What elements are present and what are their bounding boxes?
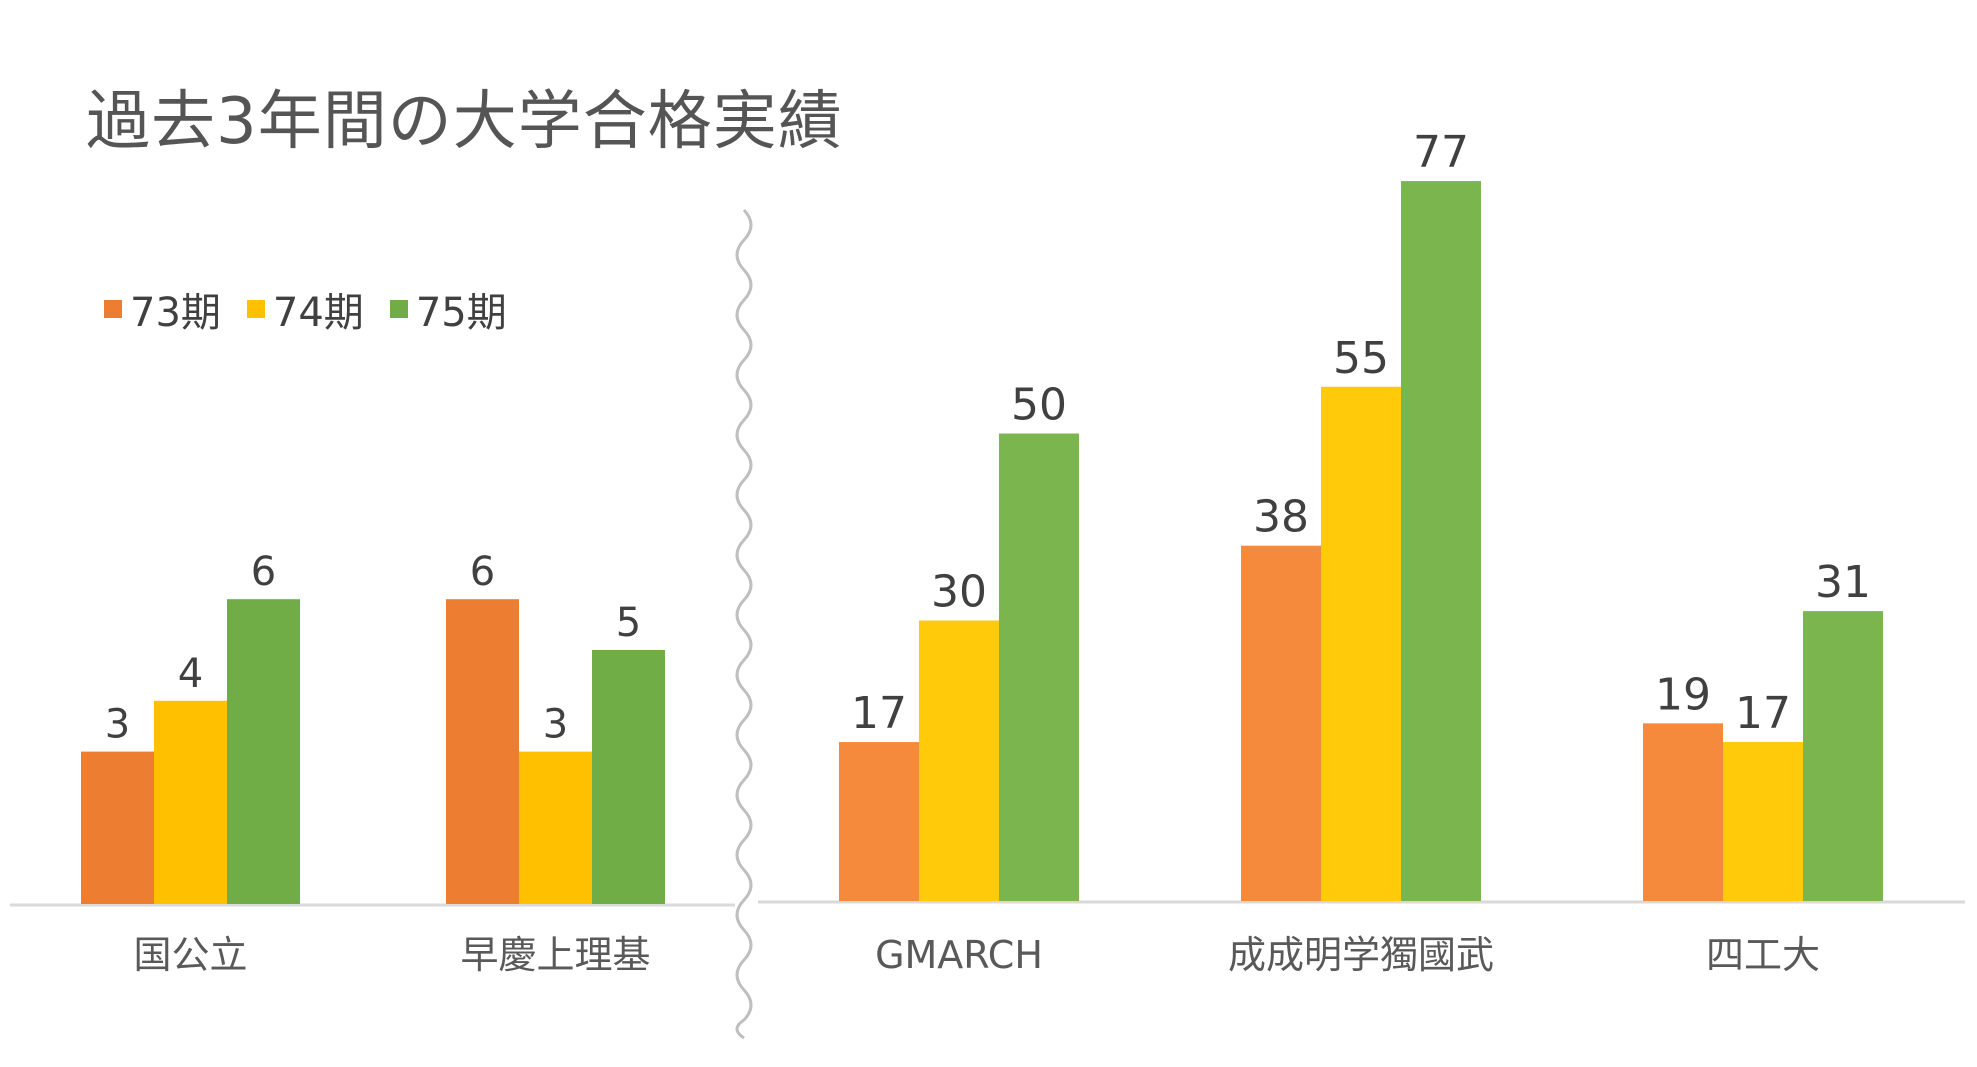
bar-四工大-74期 (1723, 742, 1803, 901)
legend-item-74: 74期 (246, 280, 364, 338)
chart-title: 過去3年間の大学合格実績 (86, 85, 843, 159)
bar-GMARCH-74期 (919, 620, 999, 901)
data-label-四工大-75期: 31 (1815, 557, 1871, 608)
bar-成成明学獨國武-73期 (1241, 545, 1321, 901)
data-label-四工大-73期: 19 (1655, 669, 1711, 720)
bar-早慶上理基-74期 (519, 751, 592, 904)
legend-label-73: 73期 (130, 290, 221, 336)
data-label-早慶上理基-74期: 3 (543, 702, 568, 748)
bar-GMARCH-75期 (999, 433, 1079, 901)
data-label-四工大-74期: 17 (1735, 688, 1791, 739)
data-label-国公立-73期: 3 (105, 702, 130, 748)
data-label-成成明学獨國武-74期: 55 (1333, 333, 1389, 384)
category-label-0: GMARCH (875, 933, 1043, 977)
data-label-GMARCH-74期: 30 (931, 567, 987, 618)
data-label-成成明学獨國武-73期: 38 (1253, 492, 1309, 543)
legend-swatch-74 (246, 300, 265, 318)
category-label-1: 成成明学獨國武 (1228, 933, 1494, 977)
data-label-成成明学獨國武-75期: 77 (1413, 127, 1469, 178)
bar-GMARCH-73期 (839, 742, 919, 901)
legend-item-75: 75期 (389, 280, 507, 338)
legend-item-73: 73期 (104, 280, 221, 338)
bar-成成明学獨國武-74期 (1321, 386, 1401, 901)
category-label-2: 四工大 (1706, 933, 1820, 977)
data-label-国公立-75期: 6 (251, 549, 276, 595)
legend-label-74: 74期 (272, 290, 364, 336)
legend-swatch-75 (389, 300, 408, 318)
category-label-0: 国公立 (133, 933, 247, 977)
legend: 73期 74期 75期 (104, 280, 507, 338)
bar-早慶上理基-73期 (446, 599, 519, 904)
bar-国公立-74期 (154, 700, 227, 904)
data-label-GMARCH-75期: 50 (1011, 380, 1067, 431)
data-label-GMARCH-73期: 17 (851, 688, 907, 739)
legend-label-75: 75期 (415, 290, 507, 336)
category-label-1: 早慶上理基 (460, 933, 650, 977)
bar-国公立-75期 (227, 599, 300, 904)
axis-break-line (735, 208, 753, 1040)
bar-早慶上理基-75期 (592, 650, 665, 904)
bar-国公立-73期 (81, 751, 154, 904)
data-label-早慶上理基-75期: 5 (616, 600, 641, 646)
bar-成成明学獨國武-75期 (1401, 181, 1481, 902)
legend-swatch-73 (104, 300, 122, 318)
data-label-国公立-74期: 4 (178, 651, 203, 697)
bar-四工大-75期 (1803, 611, 1883, 901)
bar-四工大-73期 (1643, 723, 1723, 901)
data-label-早慶上理基-73期: 6 (470, 549, 495, 595)
